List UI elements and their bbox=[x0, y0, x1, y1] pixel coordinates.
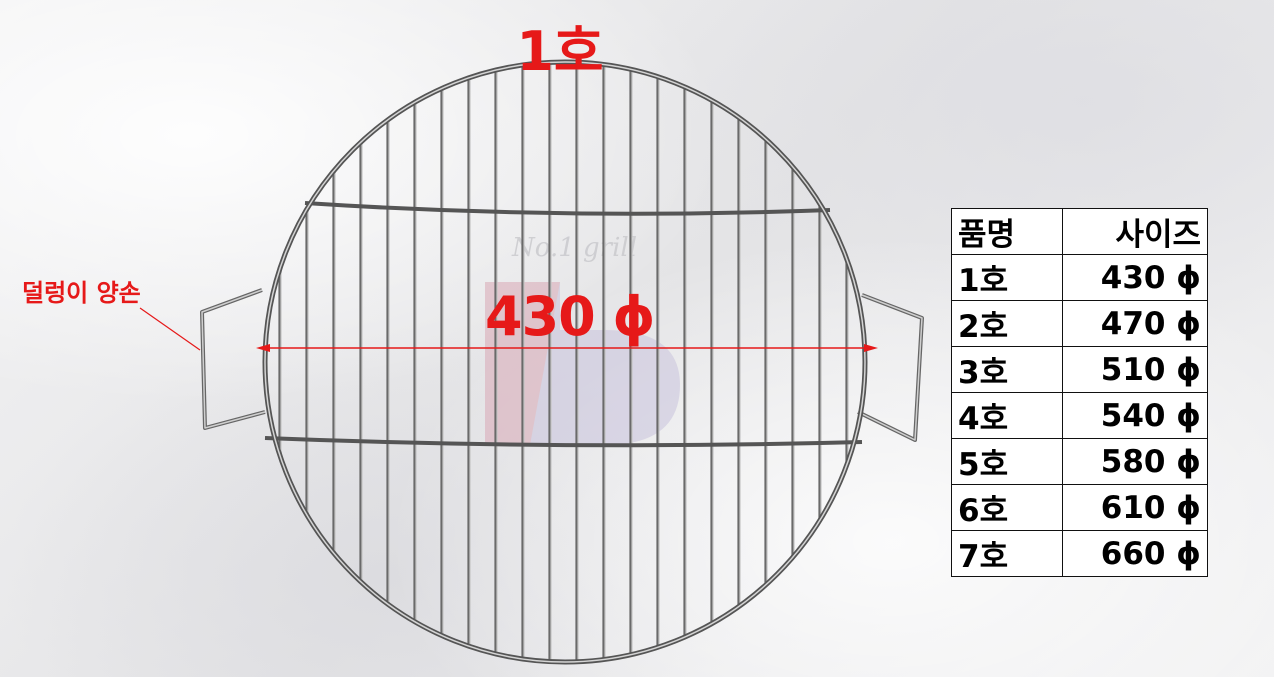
table-row: 5호 580 ϕ bbox=[951, 438, 1208, 485]
handle-pointer-line bbox=[139, 307, 201, 351]
table-row: 4호 540 ϕ bbox=[951, 392, 1208, 439]
row-name: 1호 bbox=[951, 254, 1063, 301]
left-handle bbox=[200, 288, 266, 430]
row-name: 6호 bbox=[951, 484, 1063, 531]
diameter-arrow bbox=[256, 344, 878, 352]
header-size: 사이즈 bbox=[1062, 208, 1208, 255]
row-size: 610 ϕ bbox=[1062, 484, 1208, 531]
table-row: 6호 610 ϕ bbox=[951, 484, 1208, 531]
row-size: 580 ϕ bbox=[1062, 438, 1208, 485]
page-title: 1호 bbox=[516, 20, 604, 83]
row-name: 4호 bbox=[951, 392, 1063, 439]
handle-label: 덜렁이 양손 bbox=[22, 279, 141, 307]
support-bars bbox=[264, 201, 863, 448]
row-name: 7호 bbox=[951, 530, 1063, 577]
table-row: 3호 510 ϕ bbox=[951, 346, 1208, 393]
row-name: 2호 bbox=[951, 300, 1063, 347]
row-size: 470 ϕ bbox=[1062, 300, 1208, 347]
row-name: 3호 bbox=[951, 346, 1063, 393]
table-row: 2호 470 ϕ bbox=[951, 300, 1208, 347]
row-size: 510 ϕ bbox=[1062, 346, 1208, 393]
table-row: 7호 660 ϕ bbox=[951, 530, 1208, 577]
header-name: 품명 bbox=[951, 208, 1063, 255]
watermark-text: No.1 grill bbox=[511, 233, 637, 263]
diameter-label: 430 ϕ bbox=[485, 285, 656, 348]
table-header-row: 품명 사이즈 bbox=[951, 208, 1208, 255]
row-name: 5호 bbox=[951, 438, 1063, 485]
row-size: 540 ϕ bbox=[1062, 392, 1208, 439]
row-size: 660 ϕ bbox=[1062, 530, 1208, 577]
row-size: 430 ϕ bbox=[1062, 254, 1208, 301]
right-handle bbox=[857, 293, 924, 442]
size-table: 품명 사이즈 1호 430 ϕ 2호 470 ϕ 3호 510 ϕ 4호 540… bbox=[951, 208, 1208, 577]
table-row: 1호 430 ϕ bbox=[951, 254, 1208, 301]
grill-wire-highlights bbox=[280, 62, 849, 662]
